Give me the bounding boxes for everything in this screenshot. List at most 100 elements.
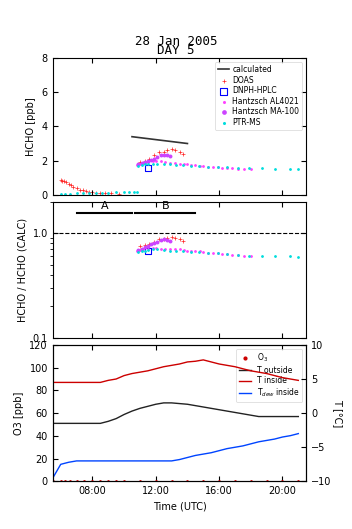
Point bbox=[98, 477, 103, 485]
DOAS bbox=[83, 187, 89, 196]
Point bbox=[137, 477, 143, 485]
Point bbox=[139, 244, 144, 253]
Hantzsch AL4021 bbox=[153, 157, 158, 166]
Point bbox=[235, 251, 241, 259]
Y-axis label: O3 [ppb]: O3 [ppb] bbox=[14, 391, 24, 435]
Point bbox=[139, 247, 144, 256]
Point bbox=[151, 151, 157, 160]
PTR-MS bbox=[86, 189, 92, 197]
Point bbox=[50, 477, 56, 485]
Text: B: B bbox=[162, 201, 169, 211]
Point bbox=[182, 246, 187, 254]
Point bbox=[145, 244, 151, 253]
DOAS bbox=[89, 188, 95, 196]
Point bbox=[259, 251, 265, 260]
PTR-MS bbox=[121, 188, 127, 197]
Point bbox=[158, 236, 163, 244]
Hantzsch MA-100 bbox=[155, 153, 160, 161]
Point bbox=[205, 162, 211, 171]
Point bbox=[137, 158, 143, 167]
Hantzsch AL4021 bbox=[184, 160, 190, 169]
DOAS bbox=[68, 181, 74, 189]
Point bbox=[58, 477, 63, 485]
Point bbox=[169, 144, 174, 153]
calculated bbox=[185, 140, 189, 147]
Point bbox=[172, 146, 177, 154]
Point bbox=[180, 150, 186, 158]
Point bbox=[142, 241, 147, 249]
Hantzsch AL4021 bbox=[145, 158, 151, 167]
Point bbox=[142, 243, 147, 252]
Point bbox=[200, 248, 206, 256]
Point bbox=[161, 246, 166, 254]
Point bbox=[150, 245, 155, 253]
Point bbox=[235, 163, 241, 172]
Point bbox=[259, 164, 265, 172]
Hantzsch AL4021 bbox=[158, 157, 163, 166]
Point bbox=[151, 239, 157, 248]
Point bbox=[172, 234, 177, 242]
Point bbox=[248, 477, 253, 485]
Point bbox=[136, 161, 141, 170]
Y-axis label: HCHO / HCHO (CALC): HCHO / HCHO (CALC) bbox=[17, 218, 27, 322]
Point bbox=[174, 161, 179, 169]
PTR-MS bbox=[63, 189, 68, 198]
Point bbox=[224, 250, 230, 258]
Hantzsch AL4021 bbox=[172, 159, 177, 167]
Point bbox=[224, 250, 230, 258]
Point bbox=[169, 477, 174, 485]
Point bbox=[169, 233, 174, 241]
Point bbox=[224, 163, 230, 171]
Hantzsch AL4021 bbox=[229, 164, 235, 172]
Point bbox=[196, 162, 201, 170]
Point bbox=[137, 246, 143, 254]
Point bbox=[153, 477, 158, 485]
Point bbox=[272, 252, 277, 261]
Point bbox=[177, 245, 182, 253]
Point bbox=[161, 235, 166, 244]
Point bbox=[167, 247, 173, 255]
Point bbox=[164, 236, 170, 244]
DOAS bbox=[80, 186, 86, 195]
Point bbox=[205, 249, 211, 257]
Point bbox=[63, 477, 68, 485]
Point bbox=[196, 248, 201, 256]
Point bbox=[180, 161, 186, 169]
Hantzsch MA-100 bbox=[142, 158, 147, 167]
Point bbox=[145, 242, 151, 250]
Point bbox=[174, 247, 179, 256]
Point bbox=[215, 249, 220, 258]
Legend: calculated, DOAS, DNPH-HPLC, Hantzsch AL4021, Hantzsch MA-100, PTR-MS: calculated, DOAS, DNPH-HPLC, Hantzsch AL… bbox=[215, 62, 302, 130]
Point bbox=[264, 477, 270, 485]
Hantzsch MA-100 bbox=[161, 150, 166, 159]
Point bbox=[188, 161, 194, 170]
Point bbox=[153, 244, 158, 252]
Point bbox=[145, 247, 151, 255]
Point bbox=[158, 244, 163, 253]
Point bbox=[232, 477, 238, 485]
Point bbox=[156, 148, 162, 156]
Point bbox=[82, 477, 87, 485]
Hantzsch AL4021 bbox=[167, 159, 173, 167]
Point bbox=[67, 477, 73, 485]
Hantzsch AL4021 bbox=[205, 162, 211, 171]
Point bbox=[216, 477, 222, 485]
Point bbox=[188, 248, 194, 256]
Point bbox=[145, 160, 151, 168]
PTR-MS bbox=[80, 189, 86, 197]
Point bbox=[155, 238, 160, 246]
PTR-MS bbox=[58, 189, 63, 198]
DOAS bbox=[63, 178, 69, 187]
Point bbox=[121, 477, 127, 485]
Text: 28 Jan 2005: 28 Jan 2005 bbox=[135, 35, 217, 48]
Point bbox=[145, 246, 151, 254]
Point bbox=[229, 251, 235, 259]
PTR-MS bbox=[93, 189, 98, 197]
Hantzsch AL4021 bbox=[241, 165, 247, 174]
Hantzsch AL4021 bbox=[200, 162, 206, 170]
Point bbox=[161, 235, 166, 243]
Hantzsch MA-100 bbox=[167, 152, 173, 160]
Text: DAY 5: DAY 5 bbox=[157, 44, 195, 58]
Point bbox=[215, 249, 220, 258]
Hantzsch MA-100 bbox=[136, 160, 141, 168]
